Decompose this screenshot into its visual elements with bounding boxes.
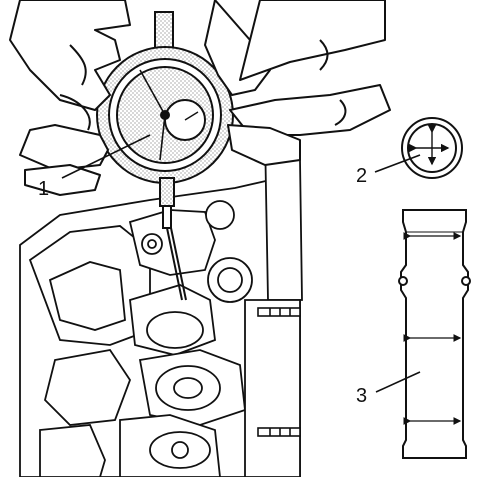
tappet-top-view-icon xyxy=(401,117,463,179)
tappet-side-view-icon xyxy=(398,209,471,459)
cylinder-head-icon xyxy=(19,133,303,477)
callout-3-label: 3 xyxy=(356,385,367,407)
leader-line-2 xyxy=(374,154,421,173)
leader-line-1 xyxy=(61,134,151,179)
leader-lines xyxy=(61,134,421,393)
bolt-icons xyxy=(257,307,301,437)
callout-2-label: 2 xyxy=(356,165,367,187)
callout-1-label: 1 xyxy=(38,178,49,200)
leader-line-3 xyxy=(375,371,421,393)
